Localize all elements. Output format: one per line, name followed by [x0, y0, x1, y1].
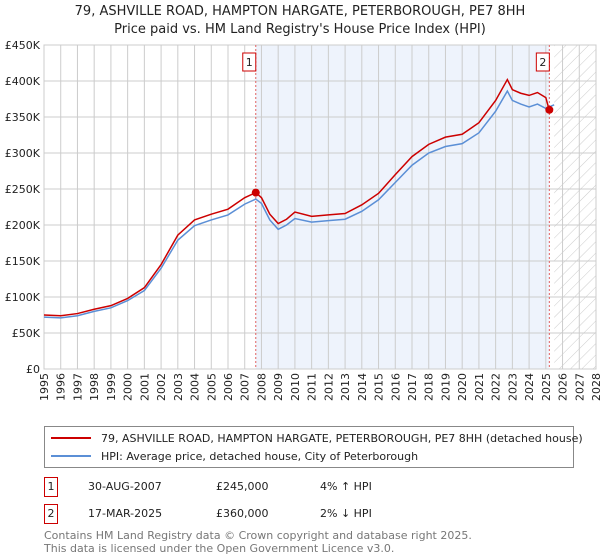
x-tick-label: 2019: [439, 373, 452, 401]
x-tick-label: 1995: [38, 373, 51, 401]
x-tick-label: 1997: [71, 373, 84, 401]
y-tick-label: £250K: [5, 183, 41, 196]
x-tick-label: 2027: [573, 373, 586, 401]
x-tick-label: 2018: [423, 373, 436, 401]
x-tick-label: 2022: [490, 373, 503, 401]
x-tick-label: 2012: [322, 373, 335, 401]
sale-price: £360,000: [216, 507, 269, 520]
y-tick-label: £200K: [5, 219, 41, 232]
x-tick-label: 2003: [172, 373, 185, 401]
x-tick-label: 2025: [540, 373, 553, 401]
y-tick-label: £450K: [5, 39, 41, 52]
sale-marker-box: [535, 52, 550, 72]
legend-blue-swatch: [51, 455, 91, 457]
x-tick-label: 2015: [373, 373, 386, 401]
sale-badge: 1: [44, 477, 58, 497]
sale-point: [545, 105, 554, 114]
chart-title: 79, ASHVILLE ROAD, HAMPTON HARGATE, PETE…: [74, 4, 526, 19]
x-tick-label: 2021: [473, 373, 486, 401]
x-tick-label: 2016: [389, 373, 402, 401]
sale-date: 30-AUG-2007: [88, 480, 162, 493]
y-tick-label: £50K: [12, 327, 41, 340]
sale-badge: 2: [44, 504, 58, 524]
x-tick-label: 2000: [122, 373, 135, 401]
x-tick-label: 2004: [189, 373, 202, 401]
x-tick-label: 2010: [289, 373, 302, 401]
x-tick-label: 1998: [88, 373, 101, 401]
x-tick-label: 2008: [255, 373, 268, 401]
hpi-line: [43, 89, 555, 319]
y-tick-label: £0: [26, 363, 40, 376]
x-tick-label: 2028: [590, 373, 600, 401]
x-tick-label: 2026: [557, 373, 570, 401]
sale-date: 17-MAR-2025: [88, 507, 163, 520]
price-chart: 1995 1996 1997 1998 1999 2000 2001 2002 2003 2004…: [5, 39, 600, 401]
x-tick-label: 2006: [222, 373, 235, 401]
sale-row: 1 30-AUG-2007 £245,000 4% ↑ HPI: [44, 477, 544, 497]
legend-property: 79, ASHVILLE ROAD, HAMPTON HARGATE, PETE…: [101, 431, 583, 445]
x-tick-label: 2011: [306, 373, 319, 401]
sale-hpi: 4% ↑ HPI: [320, 480, 372, 493]
x-tick-label: 2017: [406, 373, 419, 401]
sale-marker-label: 1: [246, 56, 253, 69]
x-tick-label: 2001: [138, 373, 151, 401]
plot-frame: [43, 44, 597, 370]
x-tick-label: 2007: [239, 373, 252, 401]
y-tick-label: £150K: [5, 255, 41, 268]
x-tick-label: 1999: [105, 373, 118, 401]
sale-marker-label: 2: [539, 56, 546, 69]
x-tick-label: 2013: [339, 373, 352, 401]
x-tick-label: 2023: [506, 373, 519, 401]
legend-hpi: HPI: Average price, detached house, City…: [101, 449, 419, 463]
y-tick-label: £350K: [5, 111, 41, 124]
sale-marker-box: [242, 52, 257, 72]
x-tick-label: 2020: [456, 373, 469, 401]
y-tick-label: £100K: [5, 291, 41, 304]
legend-red-swatch: [51, 437, 91, 439]
sale-point: [251, 188, 260, 197]
footer-licence: This data is licensed under the Open Gov…: [44, 542, 395, 555]
x-tick-label: 1996: [55, 373, 68, 401]
x-tick-label: 2014: [356, 373, 369, 401]
sale-price: £245,000: [216, 480, 269, 493]
x-tick-label: 2002: [155, 373, 168, 401]
x-tick-label: 2009: [272, 373, 285, 401]
future-hatch: [554, 45, 596, 369]
x-tick-label: 2024: [523, 373, 536, 401]
footer-copyright: Contains HM Land Registry data © Crown c…: [44, 529, 472, 542]
property-price-line: [43, 77, 550, 317]
sale-period-shade: [255, 45, 550, 369]
y-tick-label: £400K: [5, 75, 41, 88]
y-tick-label: £300K: [5, 147, 41, 160]
chart-subtitle: Price paid vs. HM Land Registry's House …: [114, 22, 486, 37]
legend: 79, ASHVILLE ROAD, HAMPTON HARGATE, PETE…: [44, 426, 583, 468]
footer: Contains HM Land Registry data © Crown c…: [44, 529, 472, 555]
sale-row: 2 17-MAR-2025 £360,000 2% ↓ HPI: [44, 504, 544, 524]
sale-hpi: 2% ↓ HPI: [320, 507, 372, 520]
x-tick-label: 2005: [205, 373, 218, 401]
